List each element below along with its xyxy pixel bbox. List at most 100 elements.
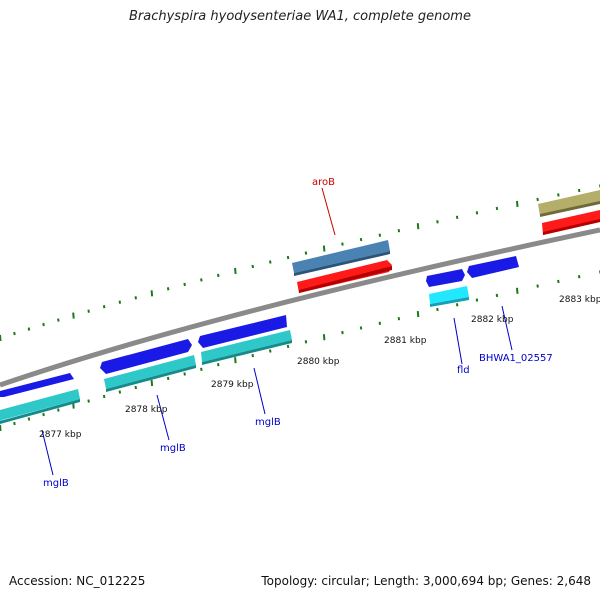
minor-tick bbox=[455, 215, 459, 219]
gene-feature[interactable] bbox=[299, 266, 392, 293]
minor-tick bbox=[359, 237, 363, 242]
gene-feature[interactable] bbox=[542, 210, 600, 235]
minor-tick bbox=[217, 363, 220, 367]
leader-line bbox=[501, 305, 513, 351]
minor-tick bbox=[27, 417, 31, 421]
genome-backbone bbox=[0, 227, 600, 388]
minor-tick bbox=[269, 349, 272, 353]
minor-tick bbox=[557, 193, 560, 197]
minor-tick bbox=[436, 220, 439, 224]
minor-tick bbox=[57, 408, 60, 412]
outer-tick-ring bbox=[0, 184, 600, 342]
minor-tick bbox=[536, 197, 539, 202]
map-title: Brachyspira hyodysenteriae WA1, complete… bbox=[129, 9, 471, 24]
minor-tick bbox=[42, 322, 45, 327]
minor-tick bbox=[42, 412, 45, 417]
gene-label-arob[interactable]: aroB bbox=[312, 177, 335, 188]
genome-summary-text: Topology: circular; Length: 3,000,694 bp… bbox=[261, 574, 591, 588]
kbp-label: 2879 kbp bbox=[211, 380, 254, 390]
accession-text: Accession: NC_012225 bbox=[9, 574, 146, 588]
minor-tick bbox=[166, 287, 170, 291]
minor-tick bbox=[87, 309, 90, 313]
major-tick bbox=[516, 200, 519, 207]
gene-label-mglb[interactable]: mglB bbox=[160, 443, 186, 454]
cds-feature[interactable] bbox=[0, 373, 74, 397]
inner-tick-ring bbox=[0, 270, 600, 432]
minor-tick bbox=[102, 394, 106, 399]
gene-feature[interactable] bbox=[294, 251, 390, 276]
kbp-label: 2881 kbp bbox=[384, 336, 427, 346]
gene-feature[interactable] bbox=[202, 340, 292, 365]
gene-label-mglb[interactable]: mglB bbox=[43, 478, 69, 489]
major-tick bbox=[234, 357, 237, 364]
minor-tick bbox=[577, 188, 581, 193]
minor-tick bbox=[134, 385, 137, 390]
gene-feature[interactable] bbox=[538, 190, 600, 216]
leader-line bbox=[253, 367, 266, 415]
minor-tick bbox=[359, 326, 363, 330]
minor-tick bbox=[397, 229, 401, 233]
major-tick bbox=[322, 245, 326, 252]
major-tick bbox=[72, 312, 75, 319]
minor-tick bbox=[27, 327, 31, 331]
minor-tick bbox=[436, 307, 439, 312]
minor-tick bbox=[13, 421, 16, 426]
minor-tick bbox=[286, 255, 290, 260]
major-tick bbox=[416, 311, 420, 318]
cds-feature[interactable] bbox=[426, 269, 465, 287]
cds-feature[interactable] bbox=[100, 339, 192, 374]
minor-tick bbox=[341, 242, 344, 246]
minor-tick bbox=[251, 264, 254, 269]
minor-tick bbox=[251, 353, 254, 358]
gene-label-fld[interactable]: fld bbox=[457, 365, 470, 376]
cds-feature[interactable] bbox=[467, 256, 519, 278]
gene-label-mglb[interactable]: mglB bbox=[255, 417, 281, 428]
minor-tick bbox=[217, 273, 220, 278]
minor-tick bbox=[13, 331, 16, 336]
kbp-label: 2878 kbp bbox=[125, 405, 168, 415]
minor-tick bbox=[378, 321, 382, 325]
major-tick bbox=[416, 223, 420, 230]
gene-feature[interactable] bbox=[106, 365, 196, 392]
minor-tick bbox=[118, 390, 122, 394]
major-tick bbox=[150, 379, 154, 386]
minor-tick bbox=[536, 284, 539, 288]
gene-feature[interactable] bbox=[292, 240, 390, 273]
minor-tick bbox=[557, 279, 560, 284]
kbp-label: 2882 kbp bbox=[471, 315, 514, 325]
gene-feature[interactable] bbox=[0, 389, 80, 421]
gene-feature[interactable] bbox=[0, 399, 80, 424]
cds-feature[interactable] bbox=[198, 315, 287, 348]
minor-tick bbox=[304, 251, 308, 255]
minor-tick bbox=[475, 298, 479, 302]
minor-tick bbox=[200, 278, 203, 282]
major-tick bbox=[322, 334, 326, 341]
gene-labels: mglB mglB mglB fld BHWA1_02557 aroB bbox=[43, 177, 553, 489]
gene-feature[interactable] bbox=[543, 219, 600, 235]
major-tick bbox=[234, 267, 237, 274]
major-tick bbox=[0, 334, 2, 342]
kbp-label: 2880 kbp bbox=[297, 357, 340, 367]
minor-tick bbox=[304, 340, 308, 344]
major-tick bbox=[0, 424, 2, 432]
gene-feature[interactable] bbox=[429, 286, 469, 304]
leader-line bbox=[156, 394, 170, 441]
minor-tick bbox=[134, 296, 137, 300]
leader-line bbox=[321, 187, 336, 236]
minor-tick bbox=[341, 330, 344, 335]
kbp-label: 2877 kbp bbox=[39, 430, 82, 440]
gene-feature[interactable] bbox=[201, 330, 292, 362]
minor-tick bbox=[166, 376, 170, 381]
gene-feature[interactable] bbox=[540, 201, 600, 217]
minor-tick bbox=[495, 206, 499, 211]
major-tick bbox=[516, 287, 519, 294]
gene-feature[interactable] bbox=[104, 355, 196, 389]
forward-cds-track bbox=[0, 256, 519, 397]
minor-tick bbox=[455, 303, 459, 307]
major-tick bbox=[150, 290, 154, 297]
minor-tick bbox=[87, 399, 90, 403]
gene-label-bhwa1-02557[interactable]: BHWA1_02557 bbox=[479, 353, 553, 364]
minor-tick bbox=[495, 293, 499, 298]
gene-feature[interactable] bbox=[430, 297, 469, 307]
